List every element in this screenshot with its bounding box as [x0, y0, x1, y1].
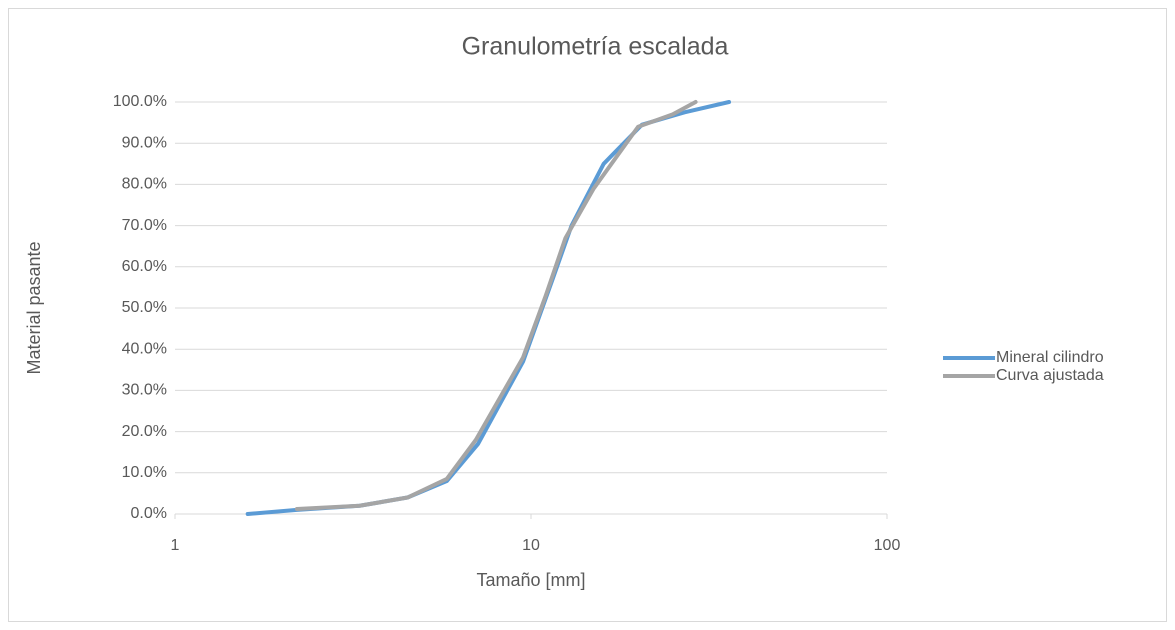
data-line: [294, 100, 698, 512]
chart-frame: [8, 8, 1167, 622]
y-tick-label: 80.0%: [122, 176, 167, 193]
legend-label: Mineral cilindro: [996, 349, 1104, 366]
y-tick-label: 70.0%: [122, 217, 167, 234]
legend-label: Curva ajustada: [996, 367, 1104, 384]
y-tick-label: 100.0%: [113, 93, 167, 110]
y-tick-label: 50.0%: [122, 299, 167, 316]
x-tick-label: 10: [522, 537, 540, 554]
x-tick-label: 1: [171, 537, 180, 554]
y-tick-label: 20.0%: [122, 423, 167, 440]
x-axis-label: Tamaño [mm]: [476, 570, 585, 590]
y-tick-label: 10.0%: [122, 464, 167, 481]
y-tick-label: 90.0%: [122, 134, 167, 151]
y-tick-label: 0.0%: [131, 505, 167, 522]
x-tick-label: 100: [874, 537, 901, 554]
y-tick-label: 30.0%: [122, 382, 167, 399]
y-tick-label: 60.0%: [122, 258, 167, 275]
y-tick-label: 40.0%: [122, 340, 167, 357]
chart-title: Granulometría escalada: [462, 33, 729, 61]
y-axis-label: Material pasante: [24, 241, 44, 374]
